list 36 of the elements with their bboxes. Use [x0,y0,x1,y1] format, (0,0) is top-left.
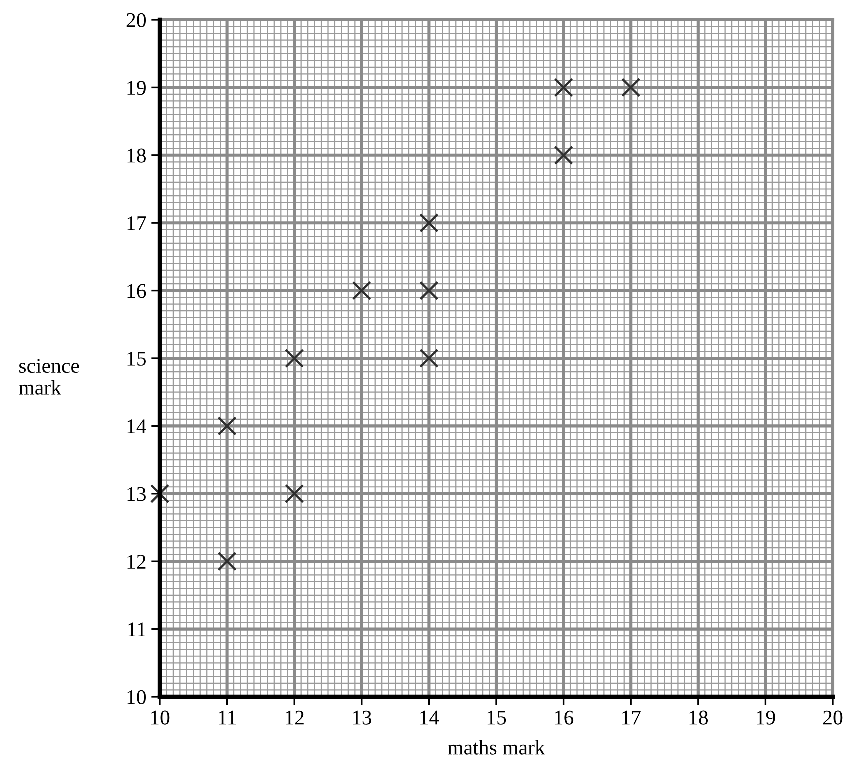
x-tick-label: 16 [555,710,574,725]
x-tick-label: 15 [488,710,506,725]
x-tick-label: 14 [420,710,440,725]
x-tick-label: 18 [690,710,708,725]
point [150,484,170,504]
point [218,552,237,572]
y-tick-label: 10 [128,690,146,704]
x-tick-label: 10 [151,710,170,725]
point [284,348,304,368]
y-tick-label: 16 [128,284,146,298]
point [284,484,304,504]
point [420,281,439,300]
y-tick-label: 14 [128,420,146,434]
y-tick-label: 20 [126,13,146,28]
x-axis-title: maths mark [448,740,546,755]
x-tick-label: 12 [286,710,304,725]
point [621,78,641,98]
x-tick-label: 11 [219,710,236,725]
point [420,348,439,368]
point [554,146,574,166]
point [352,281,372,300]
x-tick-label: 13 [353,710,372,725]
y-tick-label: 13 [128,487,146,502]
y-tick-label: 11 [128,622,146,637]
x-tick-label: 19 [757,710,776,725]
y-tick-label: 18 [128,148,146,163]
y-tick-label: 15 [128,352,146,366]
point [218,416,237,436]
y-tick-label: 17 [128,216,146,230]
y-tick-label: 12 [128,555,146,569]
x-tick-label: 17 [622,710,641,725]
x-tick-label: 20 [824,710,843,725]
point [420,213,439,233]
point [554,78,574,98]
y-tick-label: 19 [128,81,146,96]
y-axis-title: science mark [19,359,80,395]
